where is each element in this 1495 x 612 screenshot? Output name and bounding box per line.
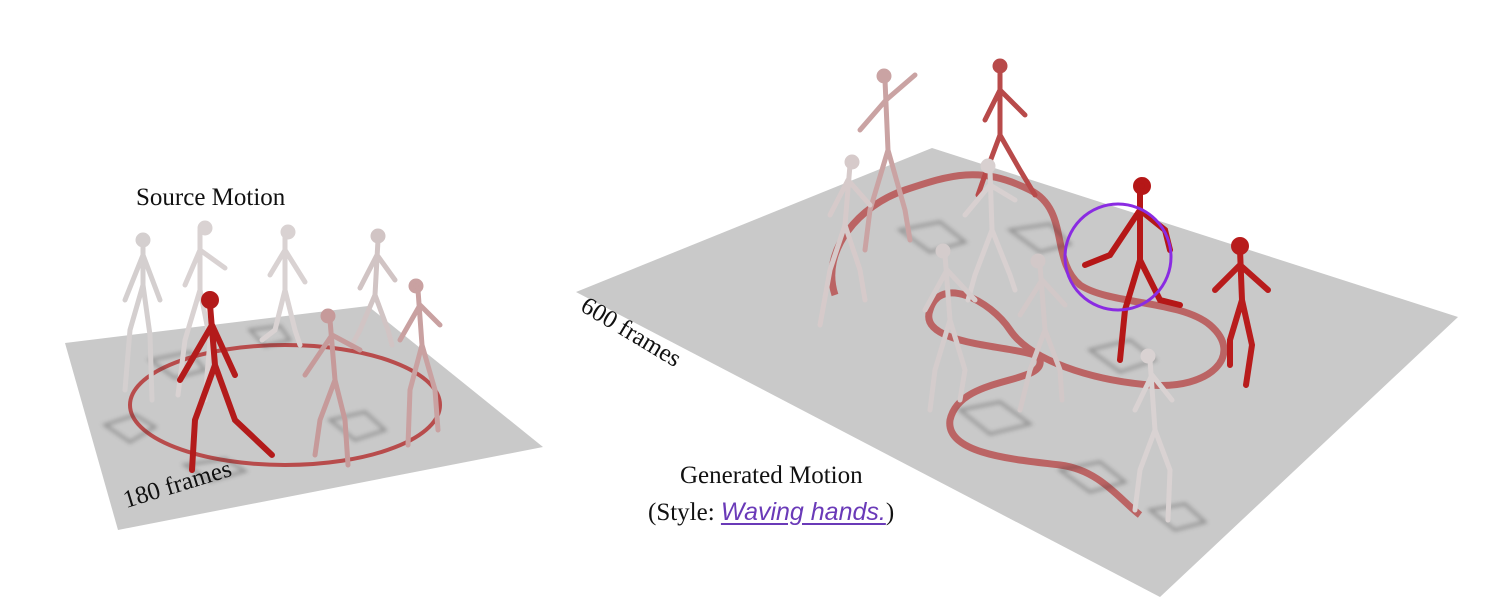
generated-figure-5 (922, 243, 978, 413)
generated-shadows (896, 220, 1209, 532)
source-figure-5 (302, 308, 363, 468)
style-highlight-circle (1063, 202, 1173, 312)
style-value: Waving hands. (720, 498, 886, 526)
source-motion-title: Source Motion (136, 184, 286, 211)
source-figure-1 (122, 232, 163, 403)
generated-style-caption: (Style: Waving hands.) (648, 498, 894, 527)
generated-figure-3 (975, 58, 1038, 198)
source-figure-6 (397, 278, 443, 448)
source-figure-3 (259, 224, 308, 348)
generated-figure-2 (817, 154, 873, 328)
generated-figure-7 (1132, 348, 1175, 523)
source-trajectory (128, 343, 442, 467)
source-figures (122, 220, 443, 473)
generated-figures (817, 58, 1271, 523)
generated-figure-1 (857, 68, 918, 253)
generated-figure-8 (1017, 253, 1068, 413)
style-suffix: ) (885, 499, 895, 526)
generated-ground-plane (576, 148, 1458, 597)
source-figure-active (177, 291, 275, 473)
style-prefix: (Style: (648, 499, 721, 526)
generated-figure-4 (962, 158, 1018, 303)
generated-trajectory (828, 171, 1228, 518)
source-figure-4 (349, 228, 398, 348)
generated-motion-title: Generated Motion (680, 462, 863, 489)
generated-figure-6 (1212, 237, 1271, 388)
